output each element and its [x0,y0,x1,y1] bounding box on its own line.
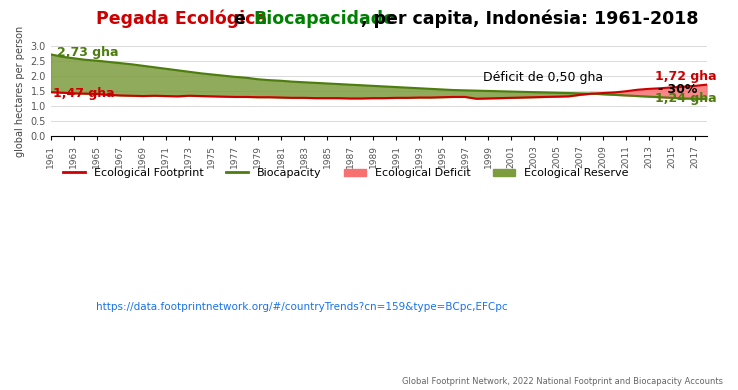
Text: 1,24 gha: 1,24 gha [655,92,717,105]
Text: 2,73 gha: 2,73 gha [57,46,118,60]
Legend: Ecological Footprint, Biocapacity, Ecological Deficit, Ecological Reserve: Ecological Footprint, Biocapacity, Ecolo… [58,164,633,183]
Text: e: e [229,10,252,28]
Y-axis label: global hectares per person: global hectares per person [15,26,25,157]
Text: https://data.footprintnetwork.org/#/countryTrends?cn=159&type=BCpc,EFCpc: https://data.footprintnetwork.org/#/coun… [96,302,508,312]
Text: Biocapacidade: Biocapacidade [253,10,396,28]
Text: - 30%: - 30% [658,83,697,96]
Text: 1,72 gha: 1,72 gha [655,71,717,83]
Text: Global Footprint Network, 2022 National Footprint and Biocapacity Accounts: Global Footprint Network, 2022 National … [402,377,723,386]
Text: , per capita, Indonésia: 1961-2018: , per capita, Indonésia: 1961-2018 [361,10,698,28]
Text: Déficit de 0,50 gha: Déficit de 0,50 gha [483,71,603,84]
Text: Pegada Ecológica: Pegada Ecológica [96,10,267,28]
Text: 1,47 gha: 1,47 gha [53,87,115,100]
